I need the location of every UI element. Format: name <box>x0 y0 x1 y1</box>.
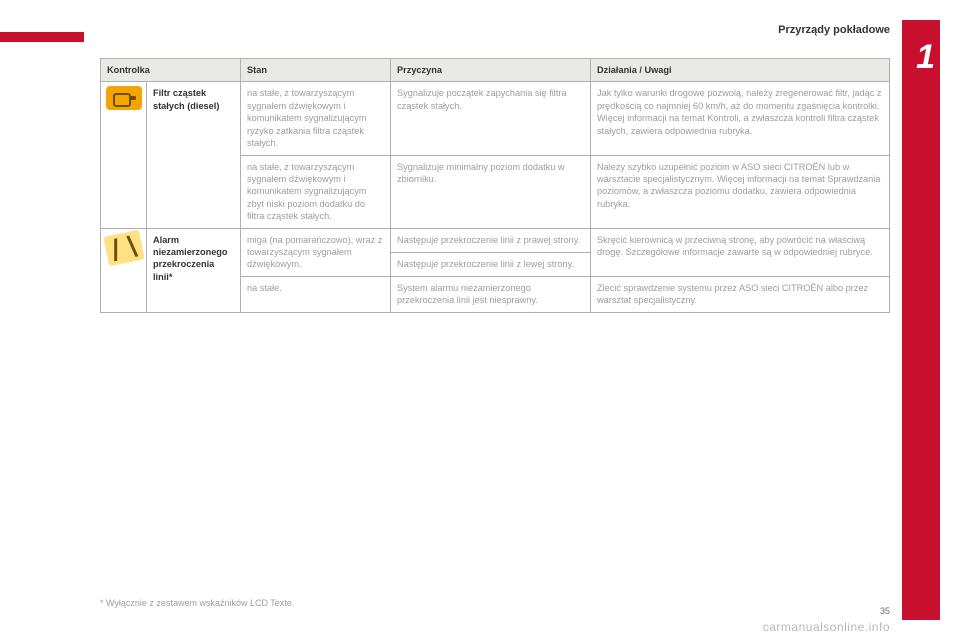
accent-bar <box>0 32 84 42</box>
cell-icon <box>101 82 147 228</box>
cell-przyczyna: System alarmu niezamierzonego przekrocze… <box>391 276 591 312</box>
page: 1 Przyrządy pokładowe Kontrolka Stan Prz… <box>0 0 960 640</box>
cell-przyczyna: Sygnalizuje minimalny poziom dodatku w z… <box>391 155 591 228</box>
table-row: Alarm niezamierzonego przekroczenia lini… <box>101 228 890 252</box>
cell-dzialania: Należy szybko uzupełnić poziom w ASO sie… <box>591 155 890 228</box>
page-header-title: Przyrządy pokładowe <box>778 24 890 36</box>
col-kontrolka: Kontrolka <box>101 59 241 82</box>
cell-dzialania: Jak tylko warunki drogowe pozwolą, należ… <box>591 82 890 155</box>
particle-filter-icon <box>106 86 142 110</box>
cell-stan: na stałe, z towarzyszącym sygnałem dźwię… <box>241 155 391 228</box>
indicator-table: Kontrolka Stan Przyczyna Działania / Uwa… <box>100 58 890 313</box>
cell-dzialania: Zlecić sprawdzenie systemu przez ASO sie… <box>591 276 890 312</box>
cell-name: Alarm niezamierzonego przekroczenia lini… <box>147 228 241 312</box>
cell-przyczyna: Sygnalizuje początek zapychania się filt… <box>391 82 591 155</box>
page-number: 35 <box>880 606 890 616</box>
watermark: carmanualsonline.info <box>763 620 890 634</box>
cell-icon <box>101 228 147 312</box>
table-row: Filtr cząstek stałych (diesel) na stałe,… <box>101 82 890 155</box>
cell-stan: na stałe, z towarzyszącym sygnałem dźwię… <box>241 82 391 155</box>
cell-name: Filtr cząstek stałych (diesel) <box>147 82 241 228</box>
chapter-number: 1 <box>916 38 935 77</box>
cell-przyczyna: Następuje przekroczenie linii z lewej st… <box>391 252 591 276</box>
indicator-table-wrap: Kontrolka Stan Przyczyna Działania / Uwa… <box>100 58 890 313</box>
chapter-sidebar <box>902 20 940 620</box>
col-przyczyna: Przyczyna <box>391 59 591 82</box>
lane-departure-icon <box>103 229 144 266</box>
cell-przyczyna: Następuje przekroczenie linii z prawej s… <box>391 228 591 252</box>
cell-stan: miga (na pomarańczowo), wraz z towarzysz… <box>241 228 391 276</box>
cell-stan: na stałe. <box>241 276 391 312</box>
table-header-row: Kontrolka Stan Przyczyna Działania / Uwa… <box>101 59 890 82</box>
col-dzialania: Działania / Uwagi <box>591 59 890 82</box>
footnote: * Wyłącznie z zestawem wskaźników LCD Te… <box>100 598 294 608</box>
cell-dzialania: Skręcić kierownicą w przeciwną stronę, a… <box>591 228 890 276</box>
col-stan: Stan <box>241 59 391 82</box>
